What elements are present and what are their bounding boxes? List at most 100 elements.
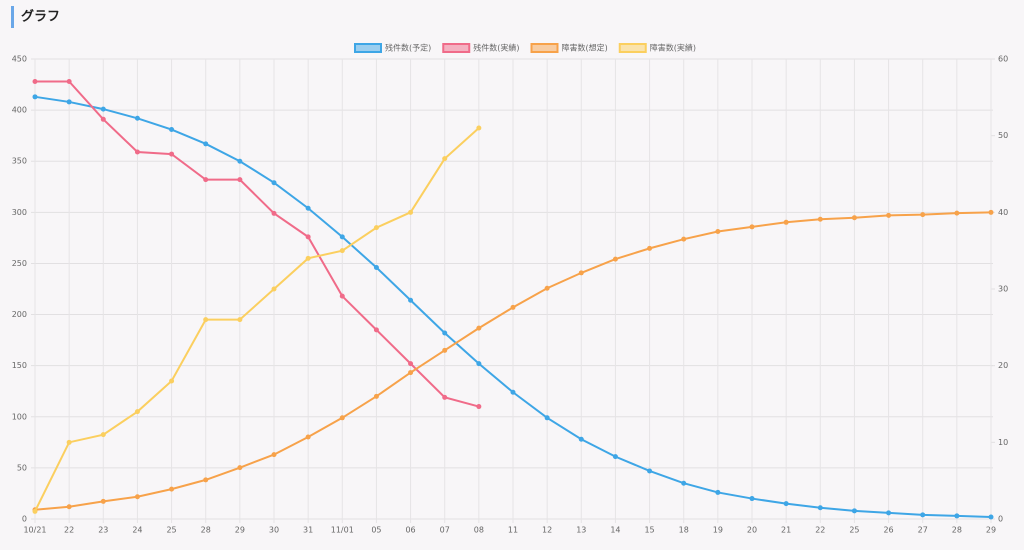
x-tick-label: 08	[474, 526, 484, 535]
data-point	[578, 436, 584, 442]
legend-swatch	[530, 43, 559, 53]
y-tick-label: 300	[12, 208, 27, 217]
y-tick-label: 50	[17, 463, 27, 472]
data-point	[510, 389, 516, 395]
data-point	[988, 209, 994, 215]
data-point	[647, 468, 653, 474]
data-point	[817, 216, 823, 222]
data-point	[203, 317, 209, 323]
x-tick-label: 14	[610, 526, 620, 535]
data-point	[237, 317, 243, 323]
data-point	[442, 394, 448, 400]
data-point	[305, 234, 311, 240]
x-tick-label: 07	[440, 526, 450, 535]
data-point	[66, 99, 72, 105]
x-tick-label: 11/01	[331, 526, 354, 535]
data-point	[32, 94, 38, 100]
x-tick-label: 20	[747, 526, 757, 535]
data-point	[339, 234, 345, 240]
data-point	[544, 415, 550, 421]
data-point	[100, 106, 106, 112]
x-tick-label: 25	[849, 526, 859, 535]
data-point	[339, 248, 345, 254]
x-tick-label: 18	[679, 526, 689, 535]
data-point	[271, 210, 277, 216]
y-tick-label: 150	[12, 361, 27, 370]
series-line	[34, 127, 480, 512]
data-point	[237, 465, 243, 471]
data-point	[886, 212, 892, 218]
data-point	[920, 512, 926, 518]
x-tick-label: 22	[815, 526, 825, 535]
data-point	[954, 513, 960, 519]
x-tick-label: 06	[405, 526, 415, 535]
x-tick-label: 25	[166, 526, 176, 535]
x-tick-label: 13	[576, 526, 586, 535]
x-tick-label: 28	[952, 526, 962, 535]
data-point	[476, 325, 482, 331]
legend-swatch	[442, 43, 471, 53]
data-point	[237, 158, 243, 164]
data-point	[988, 514, 994, 520]
legend-label: 障害数(想定)	[562, 43, 608, 53]
y2-tick-label: 20	[998, 361, 1008, 370]
data-point	[134, 409, 140, 415]
data-point	[783, 501, 789, 507]
data-point	[66, 439, 72, 445]
x-tick-label: 29	[986, 526, 996, 535]
data-point	[203, 141, 209, 147]
data-point	[442, 330, 448, 336]
data-point	[339, 293, 345, 299]
title-accent	[11, 6, 14, 28]
data-point	[681, 236, 687, 242]
data-point	[749, 224, 755, 230]
chart-title: グラフ	[21, 9, 60, 25]
y2-tick-label: 60	[998, 55, 1008, 64]
data-point	[305, 434, 311, 440]
data-point	[271, 286, 277, 292]
data-point	[66, 504, 72, 510]
x-tick-label: 31	[303, 526, 313, 535]
y2-tick-label: 0	[998, 515, 1003, 524]
data-point	[373, 327, 379, 333]
x-tick-label: 29	[235, 526, 245, 535]
data-point	[408, 361, 414, 367]
x-tick-label: 19	[713, 526, 723, 535]
data-point	[66, 78, 72, 84]
series-line	[35, 80, 480, 408]
data-point	[203, 477, 209, 483]
x-tick-label: 27	[918, 526, 928, 535]
data-point	[271, 452, 277, 458]
data-point	[817, 505, 823, 511]
data-point	[510, 304, 516, 310]
y2-tick-label: 10	[998, 438, 1008, 447]
data-point	[134, 494, 140, 500]
data-point	[305, 205, 311, 211]
data-point	[237, 177, 243, 183]
data-point	[100, 116, 106, 122]
data-point	[920, 212, 926, 218]
data-point	[100, 498, 106, 504]
data-point	[647, 245, 653, 251]
data-point	[169, 151, 175, 157]
data-point	[886, 510, 892, 516]
data-point	[442, 156, 448, 162]
data-point	[305, 255, 311, 261]
data-point	[749, 496, 755, 502]
y-tick-label: 100	[12, 412, 27, 421]
x-tick-label: 23	[98, 526, 108, 535]
data-point	[373, 225, 379, 231]
legend-label: 残件数(実績)	[473, 43, 519, 53]
data-point	[134, 149, 140, 155]
data-point	[169, 378, 175, 384]
data-point	[681, 480, 687, 486]
legend-swatch	[618, 43, 647, 53]
y-tick-label: 350	[12, 157, 27, 166]
data-point	[715, 229, 721, 234]
data-point	[100, 432, 106, 438]
data-point	[169, 127, 175, 133]
data-point	[134, 115, 140, 121]
legend-swatch	[354, 43, 382, 53]
data-point	[715, 489, 721, 495]
